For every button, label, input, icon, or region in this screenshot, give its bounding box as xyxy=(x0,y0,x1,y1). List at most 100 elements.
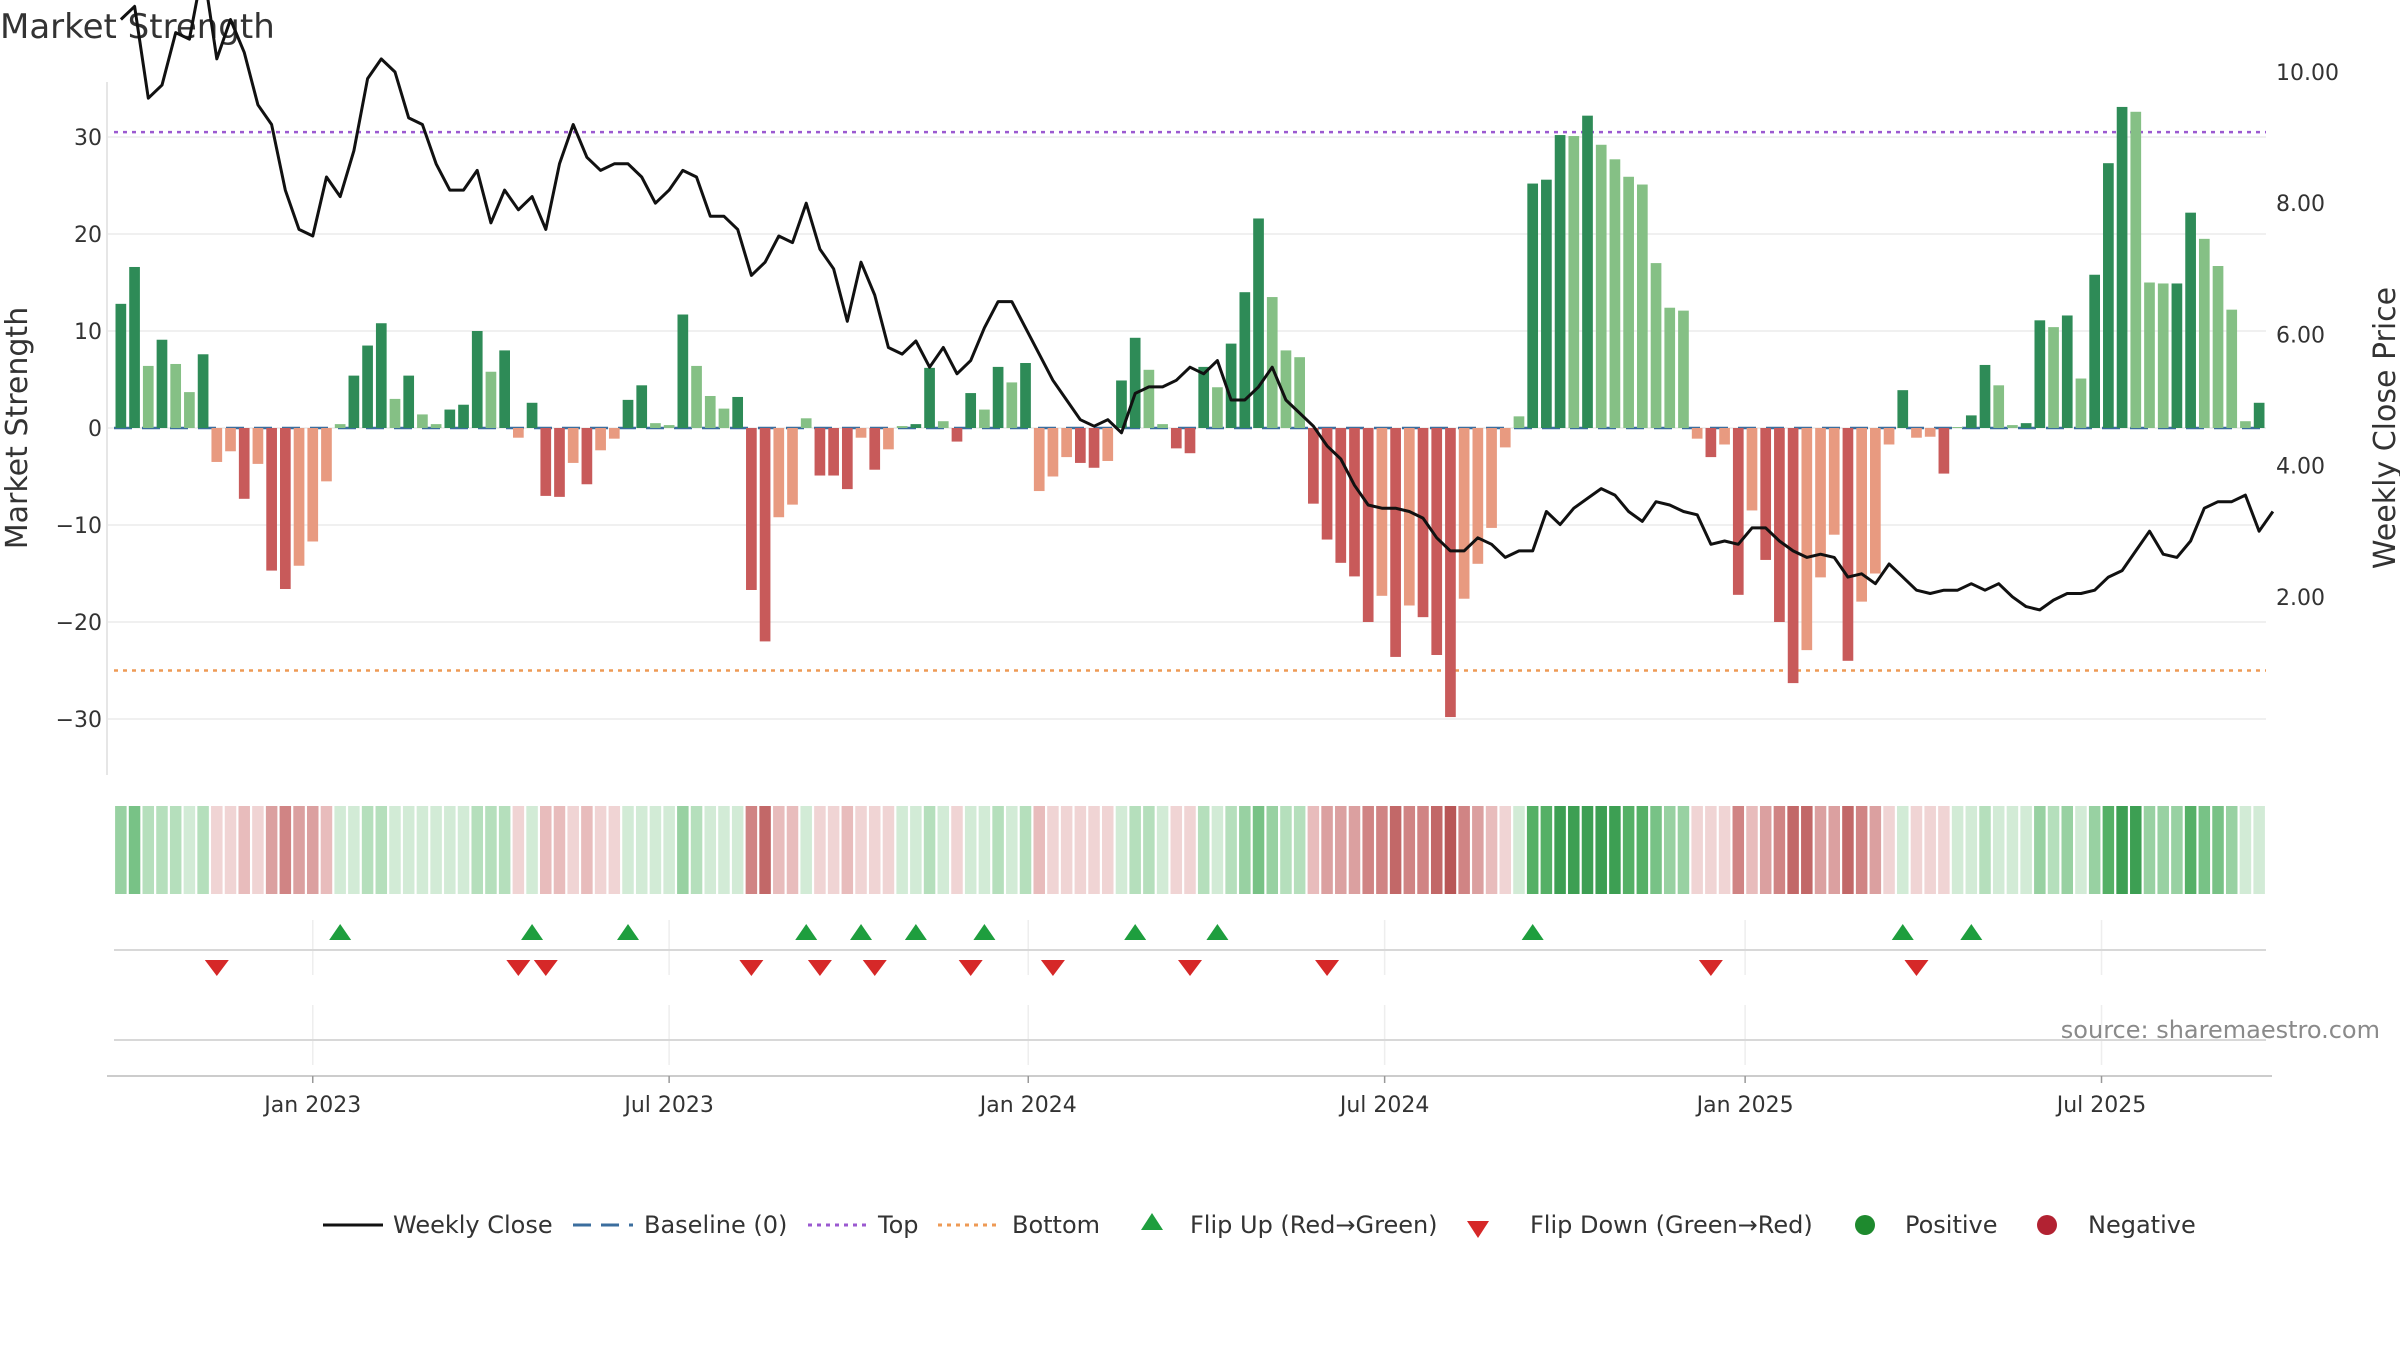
heat-cell xyxy=(800,806,812,894)
strength-bar xyxy=(636,385,648,428)
strength-bar xyxy=(1883,428,1895,445)
strength-bar xyxy=(197,354,209,428)
legend-positive-icon xyxy=(1855,1215,1875,1235)
strength-bar xyxy=(115,303,127,428)
heat-cell xyxy=(1321,806,1333,894)
heat-cell xyxy=(142,806,155,894)
strength-bar xyxy=(1897,390,1909,428)
heat-cell xyxy=(224,806,237,894)
heat-cell xyxy=(1225,806,1237,894)
heat-cell xyxy=(567,806,579,894)
strength-bar xyxy=(2198,238,2210,428)
heat-cell xyxy=(471,806,483,894)
heat-cell xyxy=(718,806,730,894)
heat-cell xyxy=(1458,806,1470,894)
heat-cell xyxy=(498,806,511,894)
strength-bar xyxy=(1527,183,1539,428)
heat-cell xyxy=(827,806,840,894)
strength-bar xyxy=(211,428,223,462)
strength-bar xyxy=(896,426,908,428)
strength-bar xyxy=(650,423,661,428)
heat-cell xyxy=(2020,806,2032,894)
strength-bar xyxy=(787,428,798,505)
strength-bar xyxy=(992,366,1004,428)
legend: Weekly Close Baseline (0) Top Bottom Fli… xyxy=(323,1211,2196,1239)
heat-cell xyxy=(430,806,442,894)
heat-cell xyxy=(1801,806,1813,894)
heat-cell xyxy=(1211,806,1224,894)
strength-bar xyxy=(142,365,154,428)
heat-cell xyxy=(704,806,717,894)
x-tick-label: Jan 2025 xyxy=(1695,1093,1794,1118)
heat-cell xyxy=(1773,806,1786,894)
strength-bar xyxy=(1760,428,1772,560)
strength-bar xyxy=(595,428,606,451)
strength-bar xyxy=(732,396,744,428)
legend-negative: Negative xyxy=(2088,1211,2196,1239)
heat-cell xyxy=(1691,806,1703,894)
strength-bar xyxy=(1732,428,1744,595)
heat-cell xyxy=(1650,806,1662,894)
heat-cell xyxy=(1403,806,1416,894)
strength-bar xyxy=(2075,378,2087,428)
strength-bar xyxy=(170,363,182,428)
strength-bar xyxy=(1774,428,1785,622)
heat-cell xyxy=(1897,806,1909,894)
heat-cell xyxy=(1855,806,1868,894)
strength-bar xyxy=(883,428,894,450)
strength-bar xyxy=(307,428,319,542)
strength-bar xyxy=(1472,428,1484,564)
strength-bar xyxy=(1993,385,2005,428)
weekly-close-line-group xyxy=(119,0,2275,612)
strength-bar xyxy=(2020,423,2032,428)
axes: 30 20 10 0 −10 −20 −30 10.00 8.00 6.00 4.00 2.00 xyxy=(56,61,2339,775)
legend-bottom: Bottom xyxy=(1012,1211,1100,1239)
strength-bar xyxy=(828,428,839,476)
y-tick-label: 20 xyxy=(74,223,102,248)
strength-bar xyxy=(1952,427,1963,429)
strength-bar xyxy=(1157,424,1168,428)
strength-bar xyxy=(1815,428,1826,578)
strength-bar xyxy=(1870,428,1881,574)
heat-cell xyxy=(238,806,250,894)
strength-bar xyxy=(375,323,387,428)
strength-bar xyxy=(1362,428,1374,622)
strength-bar xyxy=(1719,428,1730,445)
heat-cell xyxy=(1033,806,1045,894)
strength-bar xyxy=(759,428,771,642)
heat-cell xyxy=(1088,806,1100,894)
heat-cell xyxy=(1842,806,1854,894)
strength-bar xyxy=(2007,425,2018,428)
heat-cell xyxy=(540,806,552,894)
heat-cell xyxy=(197,806,209,894)
strength-bar xyxy=(814,428,826,476)
heat-cell xyxy=(2184,806,2197,894)
strength-bar xyxy=(1253,218,1264,428)
strength-bar xyxy=(389,398,401,428)
heat-cell xyxy=(1663,806,1676,894)
strength-bar xyxy=(1499,428,1511,448)
heat-cell xyxy=(1389,806,1402,894)
heat-cell xyxy=(2253,806,2265,894)
y-tick-label: 0 xyxy=(88,417,102,442)
y-tick-label: 30 xyxy=(74,126,102,151)
heat-cell xyxy=(1581,806,1594,894)
strength-bar xyxy=(321,428,332,482)
strength-bar xyxy=(266,428,277,571)
heat-cell xyxy=(1376,806,1388,894)
strength-bar xyxy=(1376,428,1388,596)
heat-cell xyxy=(348,806,360,894)
heat-cell xyxy=(1239,806,1251,894)
flip-down-marker xyxy=(204,960,229,976)
strength-bar xyxy=(2253,402,2265,428)
strength-bar xyxy=(225,428,236,452)
heat-cell xyxy=(1554,806,1566,894)
strength-bar xyxy=(252,428,264,464)
strength-bar xyxy=(1170,428,1182,449)
strength-bar xyxy=(444,409,456,428)
strength-bar xyxy=(1266,297,1278,428)
x-tick-label: Jul 2023 xyxy=(622,1093,714,1118)
strength-bar xyxy=(1458,428,1470,599)
heat-cell xyxy=(2034,806,2046,894)
flip-up-marker xyxy=(1206,924,1229,940)
